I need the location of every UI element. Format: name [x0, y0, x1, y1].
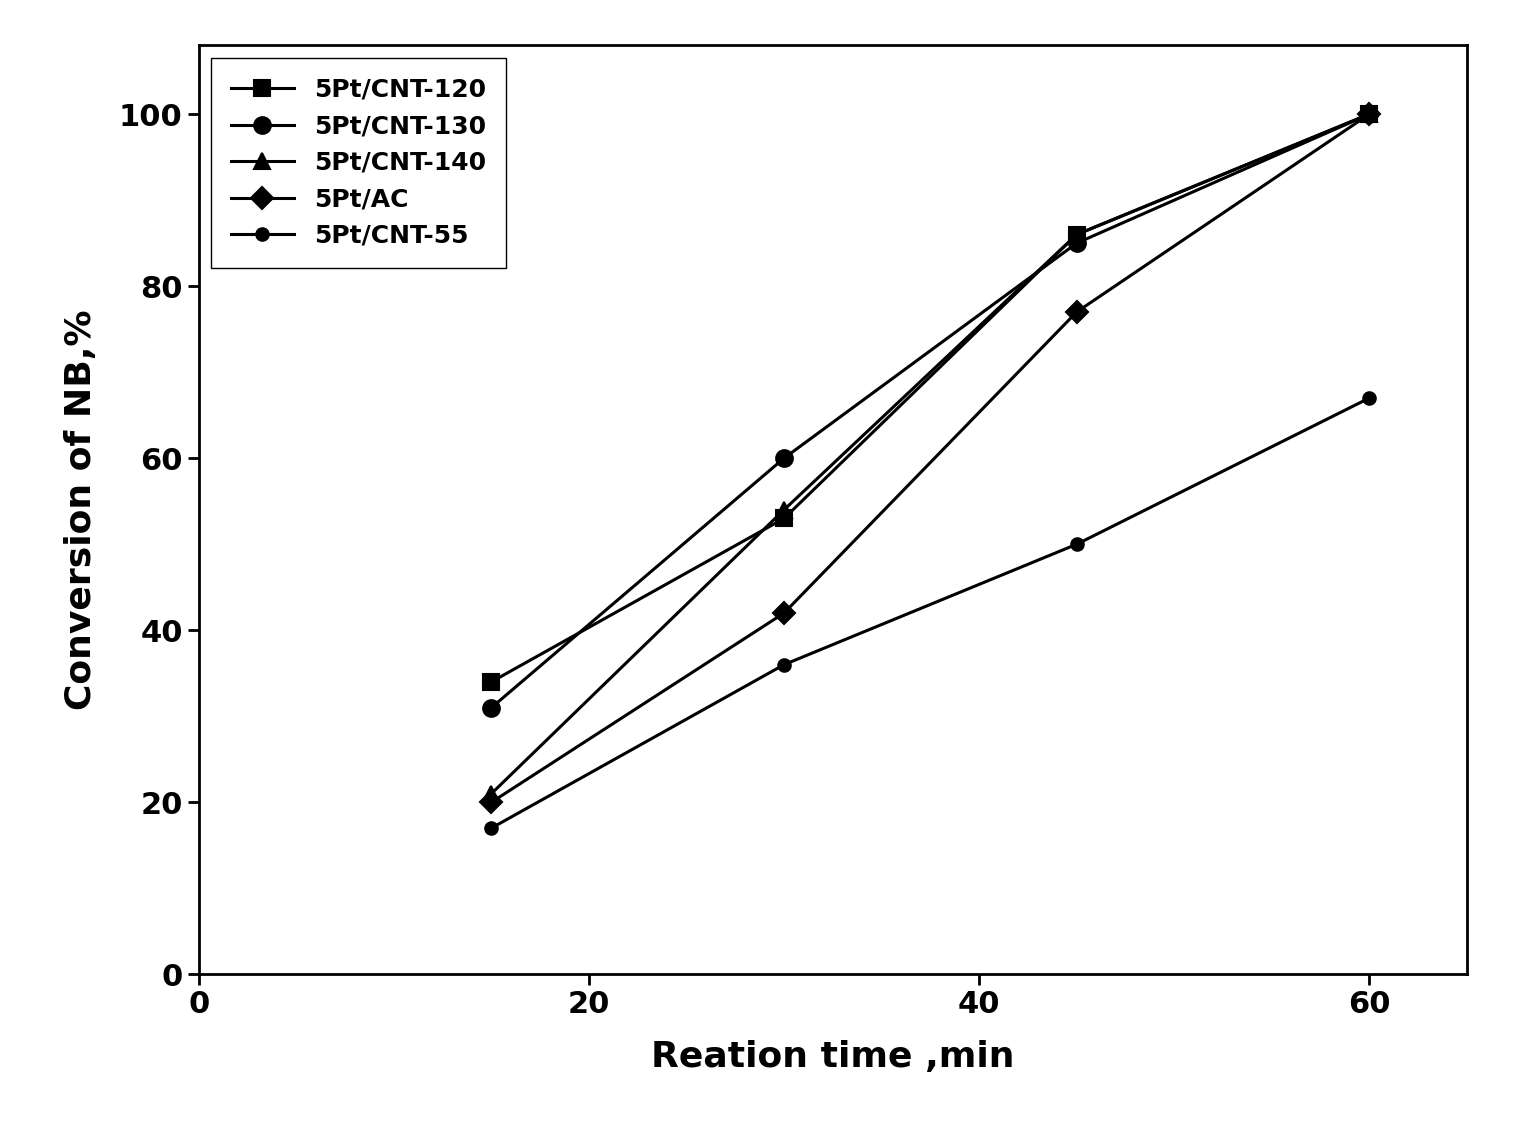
Line: 5Pt/AC: 5Pt/AC: [484, 107, 1377, 810]
5Pt/CNT-55: [483, 821, 501, 835]
5Pt/CNT-140: [1360, 108, 1378, 121]
5Pt/AC: [1068, 305, 1086, 318]
5Pt/CNT-130: [483, 701, 501, 715]
5Pt/CNT-140: [775, 503, 793, 517]
5Pt/CNT-120: [1068, 228, 1086, 241]
5Pt/CNT-140: [483, 787, 501, 801]
Line: 5Pt/CNT-120: 5Pt/CNT-120: [484, 107, 1377, 690]
5Pt/CNT-55: [1068, 537, 1086, 551]
5Pt/CNT-130: [775, 451, 793, 465]
5Pt/AC: [1360, 108, 1378, 121]
5Pt/CNT-55: [1360, 391, 1378, 404]
X-axis label: Reation time ,min: Reation time ,min: [651, 1040, 1015, 1074]
Line: 5Pt/CNT-140: 5Pt/CNT-140: [483, 105, 1378, 802]
5Pt/CNT-55: [775, 658, 793, 672]
5Pt/CNT-120: [483, 675, 501, 689]
Line: 5Pt/CNT-55: 5Pt/CNT-55: [484, 392, 1375, 834]
5Pt/AC: [483, 795, 501, 809]
5Pt/CNT-120: [1360, 108, 1378, 121]
5Pt/AC: [775, 606, 793, 620]
Legend: 5Pt/CNT-120, 5Pt/CNT-130, 5Pt/CNT-140, 5Pt/AC, 5Pt/CNT-55: 5Pt/CNT-120, 5Pt/CNT-130, 5Pt/CNT-140, 5…: [211, 58, 506, 267]
5Pt/CNT-140: [1068, 228, 1086, 241]
5Pt/CNT-130: [1360, 108, 1378, 121]
5Pt/CNT-130: [1068, 237, 1086, 250]
Y-axis label: Conversion of NB,%: Conversion of NB,%: [64, 309, 98, 710]
5Pt/CNT-120: [775, 512, 793, 526]
Line: 5Pt/CNT-130: 5Pt/CNT-130: [483, 105, 1378, 716]
